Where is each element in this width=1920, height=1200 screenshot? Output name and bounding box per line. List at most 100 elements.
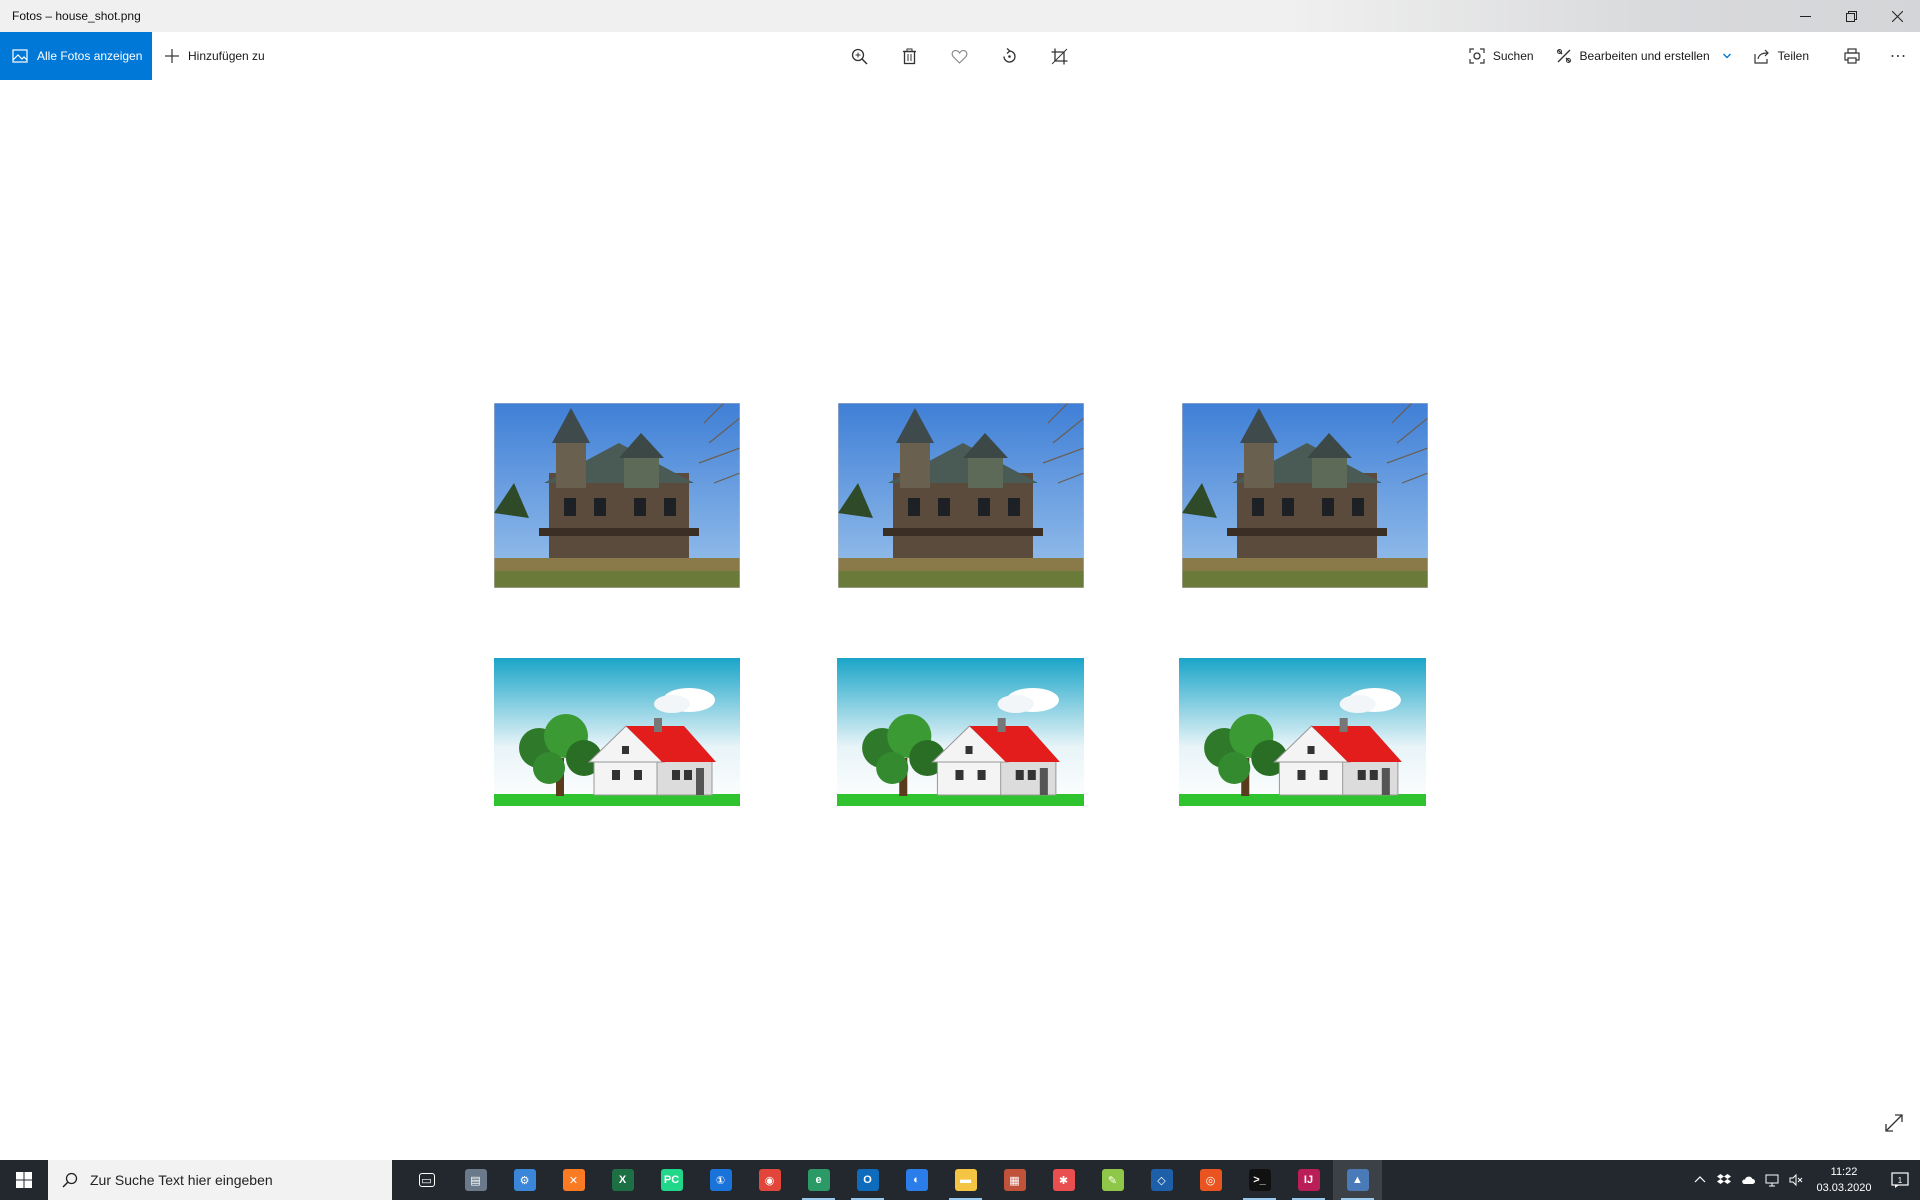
taskbar-app-button[interactable]: ▦ — [990, 1160, 1039, 1200]
photos-icon: ▲ — [1346, 1169, 1369, 1191]
edge-icon: e — [807, 1169, 830, 1191]
taskbar-search-box[interactable]: Zur Suche Text hier eingeben — [48, 1160, 392, 1200]
running-indicator — [1243, 1198, 1276, 1200]
right-toolbar: Suchen Bearbeiten und erstellen Teilen — [1458, 32, 1920, 80]
taskbar-app-button[interactable]: O — [843, 1160, 892, 1200]
running-indicator — [949, 1198, 982, 1200]
cartoon-house-picture — [494, 658, 740, 806]
crop-icon — [1051, 48, 1067, 64]
rotate-icon — [1002, 47, 1016, 63]
cloud-icon — [1742, 1176, 1755, 1184]
taskbar-app-button[interactable]: ▤ — [451, 1160, 500, 1200]
notepad-plus-icon: ✎ — [1101, 1169, 1124, 1191]
all-photos-button[interactable]: Alle Fotos anzeigen — [0, 32, 152, 80]
volume-tray-button[interactable] — [1784, 1160, 1808, 1200]
center-toolbar — [834, 32, 1084, 80]
action-center-button[interactable]: 1 — [1880, 1160, 1920, 1200]
taskbar-apps: ▭ ▤ ⚙ ✕ X PC ① ◉ e O ◐ ▬ ▦ ✱ ✎ ◇ ◎ >_ IJ ▲ — [402, 1160, 1382, 1200]
taskbar-app-button[interactable]: ⚙ — [500, 1160, 549, 1200]
taskbar-app-button[interactable]: ✎ — [1088, 1160, 1137, 1200]
victorian-house-image — [838, 403, 1084, 588]
file-explorer-icon: ▬ — [954, 1169, 977, 1191]
taskbar-app-button[interactable]: ✕ — [549, 1160, 598, 1200]
taskbar-app-button[interactable]: ✱ — [1039, 1160, 1088, 1200]
photo-gallery-icon — [12, 49, 28, 63]
victorian-house-image — [1182, 403, 1428, 588]
taskbar-app-button[interactable]: ◎ — [1186, 1160, 1235, 1200]
taskbar-app-button[interactable]: IJ — [1284, 1160, 1333, 1200]
plus-icon — [165, 49, 179, 63]
system-tray: 11:22 03.03.2020 1 — [1688, 1160, 1920, 1200]
search-label: Suchen — [1492, 49, 1534, 63]
virtualbox-icon: ◇ — [1150, 1169, 1173, 1191]
crop-button[interactable] — [1034, 32, 1084, 80]
outlook-icon: O — [856, 1169, 879, 1191]
taskbar-app-button[interactable]: ① — [696, 1160, 745, 1200]
print-button[interactable] — [1820, 32, 1884, 80]
chevron-up-icon — [1694, 1176, 1706, 1183]
show-hidden-icons-button[interactable] — [1688, 1160, 1712, 1200]
chrome-icon: ◉ — [758, 1169, 781, 1191]
zoom-button[interactable] — [834, 32, 884, 80]
taskbar-app-button[interactable]: >_ — [1235, 1160, 1284, 1200]
network-tray-button[interactable] — [1760, 1160, 1784, 1200]
dropbox-tray-button[interactable] — [1712, 1160, 1736, 1200]
heart-icon — [951, 49, 967, 64]
taskbar-app-button[interactable]: PC — [647, 1160, 696, 1200]
taskbar-app-button[interactable]: ▬ — [941, 1160, 990, 1200]
app-blue-gear-icon: ⚙ — [513, 1169, 536, 1191]
taskbar-clock[interactable]: 11:22 03.03.2020 — [1808, 1160, 1880, 1200]
cartoon-house-picture — [1179, 658, 1426, 806]
more-options-button[interactable] — [1884, 32, 1920, 80]
taskbar-app-button[interactable]: ◉ — [745, 1160, 794, 1200]
full-screen-button[interactable] — [1882, 1111, 1906, 1135]
edit-create-button[interactable]: Bearbeiten und erstellen — [1545, 32, 1743, 80]
rotate-button[interactable] — [984, 32, 1034, 80]
dropbox-icon — [1717, 1174, 1731, 1184]
taskbar-app-button[interactable]: e — [794, 1160, 843, 1200]
delete-button[interactable] — [884, 32, 934, 80]
running-indicator — [802, 1198, 835, 1200]
clock-date: 03.03.2020 — [1816, 1182, 1872, 1194]
taskbar: Zur Suche Text hier eingeben ▭ ▤ ⚙ ✕ X PC ① ◉ e O… — [0, 1160, 1920, 1200]
victorian-house-picture — [838, 403, 1084, 588]
minimize-button[interactable] — [1782, 0, 1828, 32]
printer-icon — [1844, 48, 1860, 64]
photo-canvas[interactable] — [0, 80, 1920, 1160]
intellij-icon: IJ — [1297, 1169, 1320, 1191]
share-icon — [1754, 49, 1769, 64]
running-indicator — [1292, 1198, 1325, 1200]
onedrive-tray-button[interactable] — [1736, 1160, 1760, 1200]
favorite-button[interactable] — [934, 32, 984, 80]
add-to-label: Hinzufügen zu — [188, 49, 265, 63]
visual-search-icon — [1469, 48, 1485, 64]
start-button[interactable] — [0, 1160, 48, 1200]
taskbar-app-button[interactable]: ▲ — [1333, 1160, 1382, 1200]
taskbar-app-button[interactable]: ◇ — [1137, 1160, 1186, 1200]
close-icon — [1891, 10, 1903, 22]
victorian-house-picture — [1182, 403, 1428, 588]
share-button[interactable]: Teilen — [1743, 32, 1820, 80]
all-photos-label: Alle Fotos anzeigen — [37, 49, 143, 63]
minimize-icon — [1799, 15, 1811, 17]
cartoon-house-image — [837, 658, 1084, 806]
windows-logo-icon — [16, 1172, 32, 1188]
taskbar-app-button[interactable]: X — [598, 1160, 647, 1200]
more-dots-icon — [1891, 55, 1905, 57]
xmind-icon: ✱ — [1052, 1169, 1075, 1191]
cartoon-house-picture — [837, 658, 1084, 806]
taskbar-app-button[interactable]: ▭ — [402, 1160, 451, 1200]
add-to-button[interactable]: Hinzufügen zu — [152, 32, 265, 80]
search-button[interactable]: Suchen — [1458, 32, 1545, 80]
running-indicator — [1341, 1198, 1374, 1200]
restore-button[interactable] — [1828, 0, 1874, 32]
clock-time: 11:22 — [1830, 1166, 1858, 1178]
search-placeholder: Zur Suche Text hier eingeben — [90, 1172, 273, 1188]
task-view-icon: ▭ — [418, 1173, 435, 1187]
cartoon-house-image — [494, 658, 740, 806]
title-bar: Fotos – house_shot.png — [0, 0, 1920, 32]
search-icon — [62, 1172, 78, 1188]
close-button[interactable] — [1874, 0, 1920, 32]
app-calendar-icon: ▦ — [1003, 1169, 1026, 1191]
taskbar-app-button[interactable]: ◐ — [892, 1160, 941, 1200]
